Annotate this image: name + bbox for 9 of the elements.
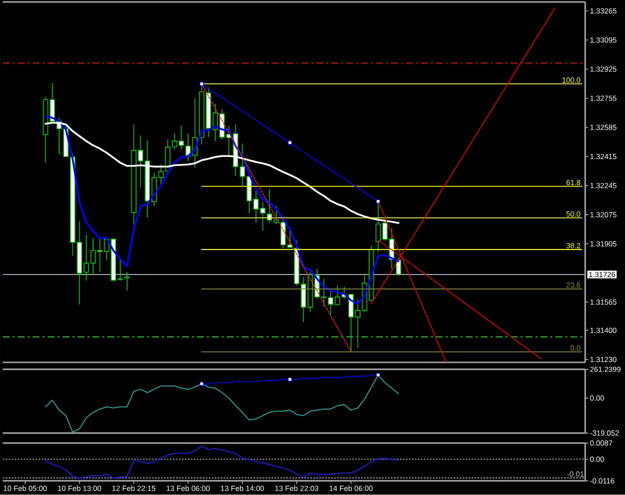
point	[288, 377, 292, 382]
point	[200, 82, 204, 86]
candlestick	[124, 272, 130, 291]
point	[376, 373, 380, 378]
candlestick	[287, 227, 293, 249]
line-series	[44, 115, 400, 305]
point	[376, 199, 380, 204]
point	[288, 140, 292, 145]
point	[200, 382, 204, 386]
